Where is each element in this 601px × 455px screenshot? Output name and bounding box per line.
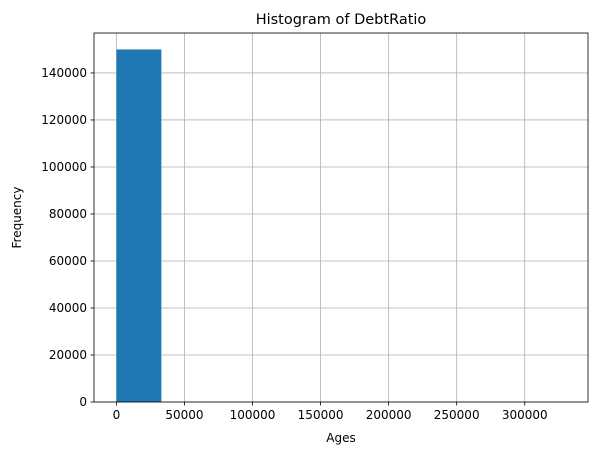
y-axis-label: Frequency [10, 187, 24, 249]
x-tick-label: 300000 [502, 408, 548, 422]
x-tick-label: 250000 [434, 408, 480, 422]
x-tick-label: 50000 [165, 408, 203, 422]
bars-layer [116, 49, 566, 402]
y-tick-label: 120000 [41, 113, 87, 127]
y-tick-label: 80000 [49, 207, 87, 221]
chart-title: Histogram of DebtRatio [256, 12, 427, 28]
plot-frame [93, 32, 589, 403]
x-tick-label: 200000 [366, 408, 412, 422]
y-tick-label: 40000 [49, 301, 87, 315]
x-tick-label: 0 [113, 408, 121, 422]
plot-area: 0 50000 100000 150000 200000 250000 300000 0 200… [41, 32, 589, 422]
grid-layer [94, 33, 588, 403]
y-tick-label: 20000 [49, 348, 87, 362]
y-tick-label: 140000 [41, 66, 87, 80]
y-tick-label: 0 [79, 395, 87, 409]
x-tick-label: 150000 [298, 408, 344, 422]
x-axis-label: Ages [326, 431, 355, 445]
y-tick-label: 100000 [41, 160, 87, 174]
x-tick-label: 100000 [230, 408, 276, 422]
ticks-layer: 0 50000 100000 150000 200000 250000 300000 0 200… [41, 66, 547, 422]
histogram-bar [116, 49, 162, 402]
y-tick-label: 60000 [49, 254, 87, 268]
